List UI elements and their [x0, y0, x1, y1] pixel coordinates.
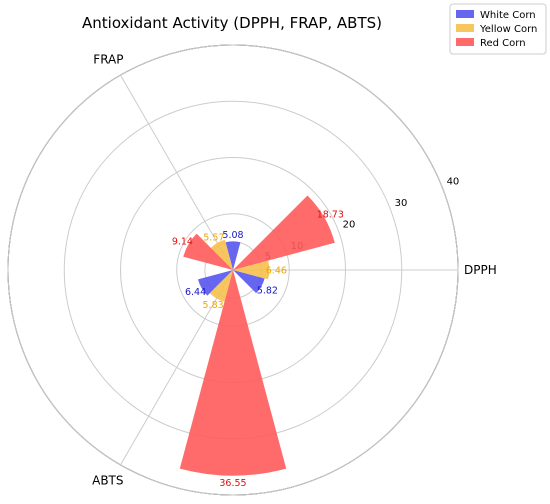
- legend-label-white-corn: White Corn: [480, 10, 536, 21]
- bar-red-corn-abts: [179, 270, 287, 476]
- value-label-red-corn-frap: 9.14: [172, 236, 193, 247]
- value-label-white-corn-dpph: 5.82: [257, 285, 278, 296]
- category-label-dpph: DPPH: [464, 263, 497, 277]
- legend: White Corn Yellow Corn Red Corn: [449, 3, 547, 55]
- spoke-frap: [120, 74, 234, 271]
- value-label-white-corn-frap: 5.08: [222, 230, 243, 241]
- bar-yellow-corn-dpph: [233, 260, 270, 280]
- legend-label-yellow-corn: Yellow Corn: [479, 24, 537, 35]
- value-label-red-corn-abts: 36.55: [219, 478, 246, 489]
- bar-red-corn-dpph: [233, 195, 335, 270]
- bar-white-corn-abts: [198, 270, 233, 296]
- bar-white-corn-dpph: [233, 270, 265, 294]
- bar-yellow-corn-abts: [209, 270, 233, 302]
- spoke-abts: [120, 269, 234, 466]
- radial-tick-label: 20: [343, 219, 356, 230]
- bars: [179, 195, 335, 476]
- bar-white-corn-frap: [225, 241, 241, 270]
- legend-swatch-yellow-corn: [456, 24, 474, 32]
- radial-tick-label: 30: [395, 198, 408, 209]
- value-label-yellow-corn-abts: 5.83: [203, 300, 224, 311]
- chart-title: Antioxidant Activity (DPPH, FRAP, ABTS): [82, 14, 382, 32]
- value-label-white-corn-abts: 6.44: [185, 287, 206, 298]
- value-label-red-corn-dpph: 18.73: [317, 209, 344, 220]
- legend-swatch-red-corn: [456, 38, 474, 46]
- legend-swatch-white-corn: [456, 10, 474, 18]
- legend-label-red-corn: Red Corn: [480, 38, 526, 49]
- category-label-abts: ABTS: [92, 473, 123, 487]
- bar-yellow-corn-frap: [210, 239, 233, 270]
- category-label-frap: FRAP: [93, 53, 123, 67]
- bar-red-corn-frap: [183, 233, 233, 270]
- value-label-yellow-corn-frap: 5.57: [203, 232, 224, 243]
- value-label-yellow-corn-dpph: 6.46: [266, 266, 287, 277]
- value-labels: 5.82 5.08 6.44 6.46 5.57 5.83 18.73 9.14 36.55: [172, 209, 344, 489]
- radial-tick-label: 40: [447, 176, 460, 187]
